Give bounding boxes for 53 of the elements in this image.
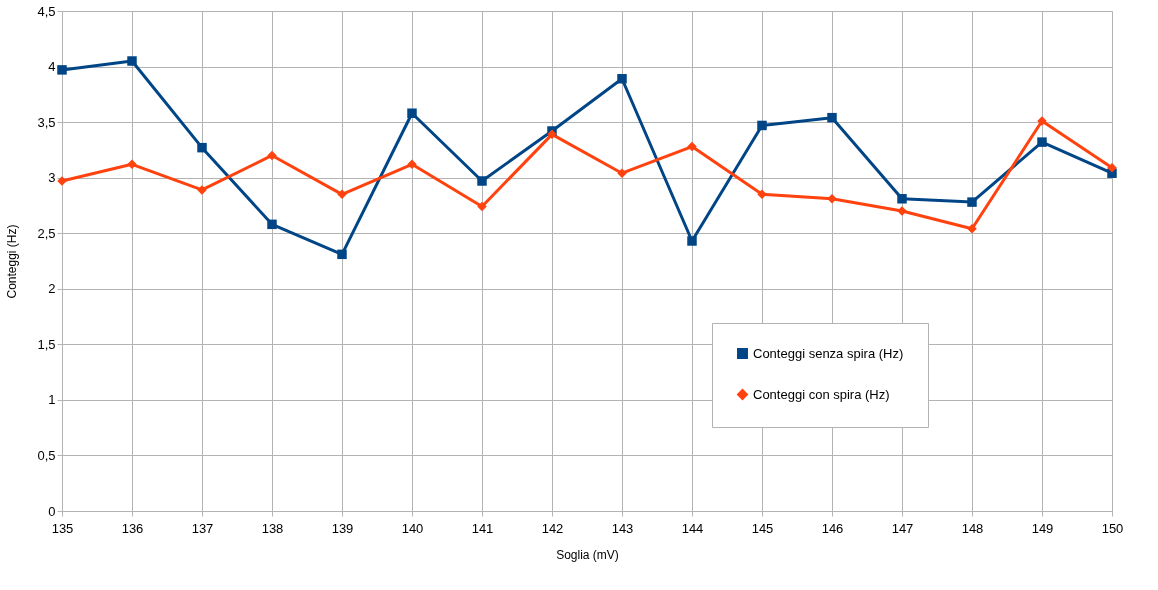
- point: [1037, 137, 1047, 147]
- y-tick-label: 2,5: [37, 225, 56, 241]
- point: [547, 129, 557, 140]
- x-tick-label: 146: [821, 520, 844, 536]
- x-tick-label: 137: [191, 520, 214, 536]
- point: [337, 189, 347, 200]
- x-tick-label: 149: [1031, 520, 1054, 536]
- point: [757, 189, 767, 200]
- y-axis-title: Conteggi (Hz): [5, 224, 20, 299]
- legend-label: Conteggi senza spira (Hz): [753, 345, 904, 361]
- x-tick-label: 145: [751, 520, 774, 536]
- point: [897, 194, 907, 204]
- point: [337, 249, 347, 260]
- x-tick-label: 136: [121, 520, 144, 536]
- x-tick-label: 141: [471, 520, 494, 536]
- x-tick-label: 147: [891, 520, 914, 536]
- y-tick-label: 4: [48, 59, 56, 75]
- y-tick-label: 1: [48, 392, 56, 408]
- x-tick-label: 143: [611, 520, 634, 536]
- y-tick-label: 3: [48, 170, 56, 186]
- point: [967, 197, 977, 207]
- y-tick-label: 4,5: [37, 3, 56, 19]
- point: [687, 236, 697, 246]
- x-tick-label: 135: [51, 520, 74, 536]
- point: [197, 142, 207, 153]
- x-axis-title: Soglia (mV): [556, 547, 619, 562]
- point: [267, 150, 277, 161]
- x-tick-label: 140: [401, 520, 424, 536]
- point: [57, 65, 67, 75]
- x-tick-label: 148: [961, 520, 984, 536]
- point: [477, 176, 487, 186]
- y-tick-label: 1,5: [37, 336, 56, 352]
- point: [477, 201, 487, 212]
- y-tick-label: 2: [48, 281, 56, 297]
- point: [757, 120, 767, 131]
- x-tick-label: 142: [541, 520, 564, 536]
- point: [267, 219, 277, 230]
- point: [407, 108, 417, 118]
- x-tick-label: 144: [681, 520, 704, 536]
- point: [687, 141, 697, 152]
- point: [127, 56, 137, 66]
- x-tick-label: 150: [1101, 520, 1124, 536]
- point: [127, 159, 137, 170]
- legend-label: Conteggi con spira (Hz): [753, 386, 890, 402]
- y-tick-label: 0: [48, 503, 56, 519]
- point: [1107, 162, 1117, 173]
- point: [407, 159, 417, 170]
- point: [827, 112, 837, 123]
- x-tick-label: 139: [331, 520, 354, 536]
- y-tick-label: 3,5: [37, 114, 56, 130]
- y-tick-label: 0,5: [37, 447, 56, 463]
- x-tick-label: 138: [261, 520, 284, 536]
- point: [617, 74, 627, 84]
